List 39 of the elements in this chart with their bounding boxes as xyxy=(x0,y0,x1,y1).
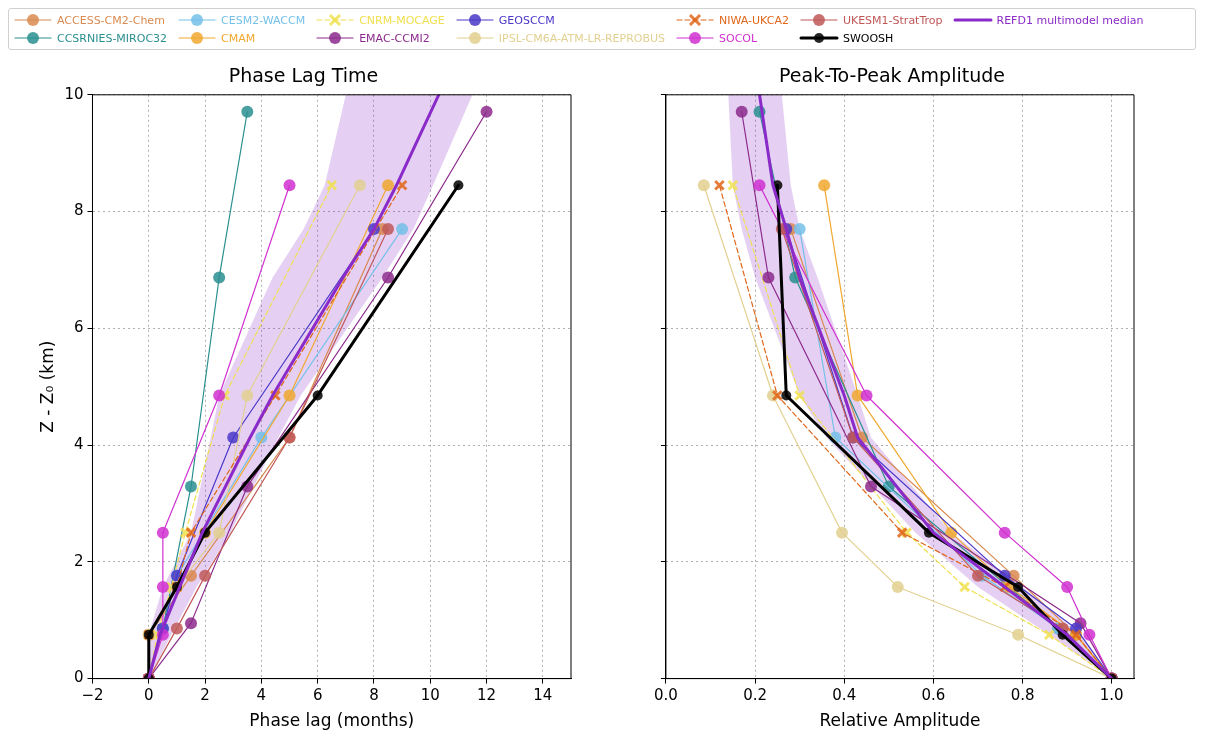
legend-label: CMAM xyxy=(221,31,256,45)
chart-title: Peak-To-Peak Amplitude xyxy=(779,64,1005,87)
x-tick-label: 0.2 xyxy=(743,686,768,705)
x-tick-label: 4 xyxy=(256,686,267,705)
x-axis-title: Relative Amplitude xyxy=(819,710,981,731)
y-axis-title: Z - Z₀ (km) xyxy=(36,340,57,433)
x-tick-label: 0 xyxy=(144,686,154,705)
legend-label: IPSL-CM6A-ATM-LR-REPROBUS xyxy=(498,31,666,45)
y-tick-label: 4 xyxy=(73,434,84,453)
x-tick-label: 12 xyxy=(477,686,497,705)
x-tick-label: 0.6 xyxy=(921,686,946,705)
x-tick-label: 2 xyxy=(200,686,210,705)
legend-label: CESM2-WACCM xyxy=(221,13,306,27)
y-tick-label: 8 xyxy=(73,201,84,220)
legend-label: UKESM1-StratTrop xyxy=(842,13,943,27)
chart-title: Phase Lag Time xyxy=(228,64,379,87)
x-tick-label: 6 xyxy=(312,686,323,705)
legend-label: REFD1 multimodel median xyxy=(996,13,1144,27)
x-axis-title: Phase lag (months) xyxy=(249,710,415,731)
x-tick-label: 0.4 xyxy=(832,686,857,705)
legend-label: CCSRNIES-MIROC32 xyxy=(57,31,168,45)
x-tick-label: 14 xyxy=(533,686,553,705)
legend-label: NIWA-UKCA2 xyxy=(719,13,789,27)
x-tick-label: 8 xyxy=(369,686,379,705)
y-tick-label: 0 xyxy=(73,668,84,687)
y-tick-label: 6 xyxy=(73,318,84,337)
x-tick-label: 0.0 xyxy=(654,686,678,705)
legend-label: GEOSCCM xyxy=(498,13,555,27)
legend-label: SOCOL xyxy=(719,31,758,45)
legend-label: SWOOSH xyxy=(842,31,894,45)
legend-label: EMAC-CCMI2 xyxy=(359,31,430,45)
legend-label: CNRM-MOCAGE xyxy=(359,13,445,27)
x-tick-label: 1.0 xyxy=(1099,686,1124,705)
y-tick-label: 10 xyxy=(64,84,84,103)
y-tick-label: 2 xyxy=(73,551,84,570)
x-tick-label: 0.8 xyxy=(1010,686,1035,705)
legend-label: ACCESS-CM2-Chem xyxy=(57,13,165,27)
x-tick-label: −2 xyxy=(81,686,104,705)
x-tick-label: 10 xyxy=(420,686,440,705)
